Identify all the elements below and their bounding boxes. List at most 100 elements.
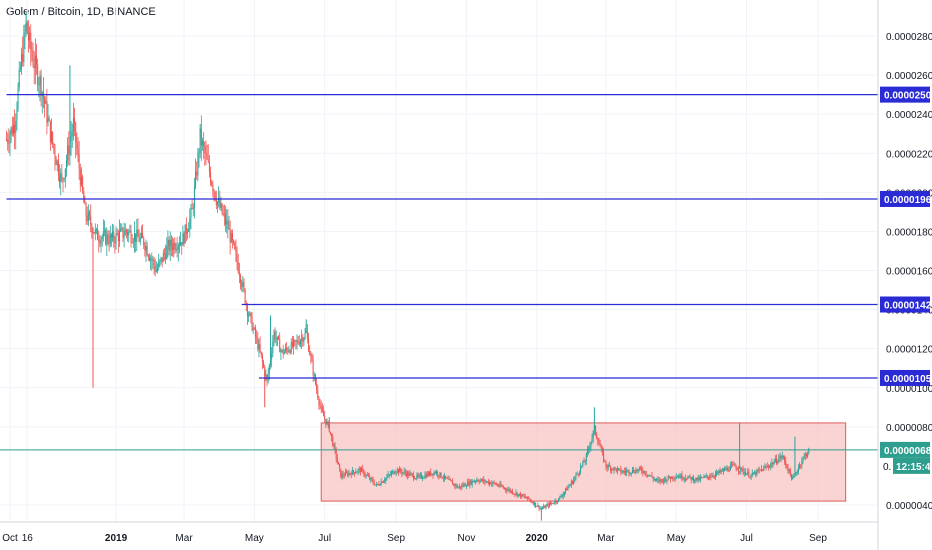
candle-body [794, 473, 796, 477]
candle-body [159, 260, 161, 262]
candle-body [554, 500, 556, 503]
candle-body [741, 467, 743, 469]
candle-body [227, 220, 229, 230]
candle-body [507, 489, 509, 491]
candle-body [119, 231, 121, 242]
candle-body [728, 470, 730, 472]
candle-body [393, 471, 395, 474]
candle-body [106, 234, 108, 245]
candle-body [623, 470, 625, 472]
candle-body [205, 153, 207, 155]
candle-body [201, 140, 203, 146]
candle-body [408, 472, 410, 476]
candle-body [500, 483, 502, 487]
candle-body [85, 204, 87, 217]
candle-body [208, 161, 210, 172]
candle-body [175, 249, 177, 251]
candle-body [162, 253, 164, 262]
x-tick-label: Sep [809, 533, 827, 544]
candle-body [276, 336, 278, 339]
candle-body [355, 472, 357, 474]
candle-body [653, 479, 655, 481]
candle-body [754, 472, 756, 475]
candle-body [583, 461, 585, 463]
candle-body [805, 454, 807, 457]
chart-title: Golem / Bitcoin, 1D, BINANCE [6, 6, 156, 18]
candle-body [596, 434, 598, 439]
candle-body [517, 494, 519, 496]
candle-body [427, 473, 429, 476]
candle-body [513, 493, 515, 495]
candle-body [367, 475, 369, 477]
candle-body [792, 477, 794, 480]
candle-body [11, 127, 13, 134]
candle-body [492, 481, 494, 484]
candle-body [264, 366, 266, 376]
candle-body [537, 505, 539, 507]
candle-body [769, 466, 771, 468]
candle-body [80, 176, 82, 185]
candle-body [132, 241, 134, 243]
candle-body [571, 481, 573, 484]
candle-body [249, 312, 251, 316]
candle-body [274, 331, 276, 340]
candle-body [480, 479, 482, 481]
candle-body [230, 232, 232, 243]
candle-body [793, 476, 795, 478]
candle-body [335, 449, 337, 459]
candle-body [108, 241, 110, 244]
candle-body [396, 469, 398, 472]
candle-body [669, 478, 671, 480]
candle-body [104, 230, 106, 232]
candle-body [255, 328, 257, 337]
candle-body [299, 340, 301, 345]
candle-body [107, 234, 109, 242]
candle-body [560, 496, 562, 498]
candle-body [260, 351, 262, 356]
candle-body [6, 139, 8, 141]
candle-body [364, 474, 366, 476]
candle-body [544, 506, 546, 509]
candle-body [365, 474, 367, 476]
candle-body [597, 438, 599, 443]
candle-body [535, 502, 537, 507]
candle-body [804, 454, 806, 456]
candle-body [712, 475, 714, 477]
candle-body [442, 478, 444, 480]
candle-body [536, 506, 538, 508]
candle-body [604, 460, 606, 462]
last-price-badge [880, 441, 930, 458]
candle-body [639, 467, 641, 469]
candle-body [31, 49, 33, 57]
candle-body [574, 477, 576, 480]
level-price-badge [880, 86, 930, 103]
candle-body [293, 340, 295, 347]
candle-body [551, 502, 553, 504]
candle-body [34, 55, 36, 69]
candle-body [722, 469, 724, 472]
candle-body [553, 502, 555, 504]
candle-body [290, 341, 292, 353]
candle-body [698, 477, 700, 480]
candle-body [559, 496, 561, 499]
candle-body [112, 231, 114, 238]
candle-body [614, 467, 616, 469]
range-box[interactable] [320, 422, 847, 502]
candle-body [558, 498, 560, 502]
candle-body [44, 98, 46, 104]
candle-body [122, 227, 124, 238]
candle-body [212, 184, 214, 191]
x-tick-label: Nov [458, 533, 476, 544]
candle-body [174, 242, 176, 250]
candle-body [718, 470, 720, 474]
candle-body [484, 479, 486, 483]
candle-body [746, 473, 748, 475]
candle-body [433, 472, 435, 475]
candle-body [664, 478, 666, 482]
candle-body [598, 442, 600, 445]
candle-body [9, 134, 11, 144]
candle-body [426, 473, 428, 478]
candle-body [528, 496, 530, 500]
candle-body [667, 476, 669, 480]
